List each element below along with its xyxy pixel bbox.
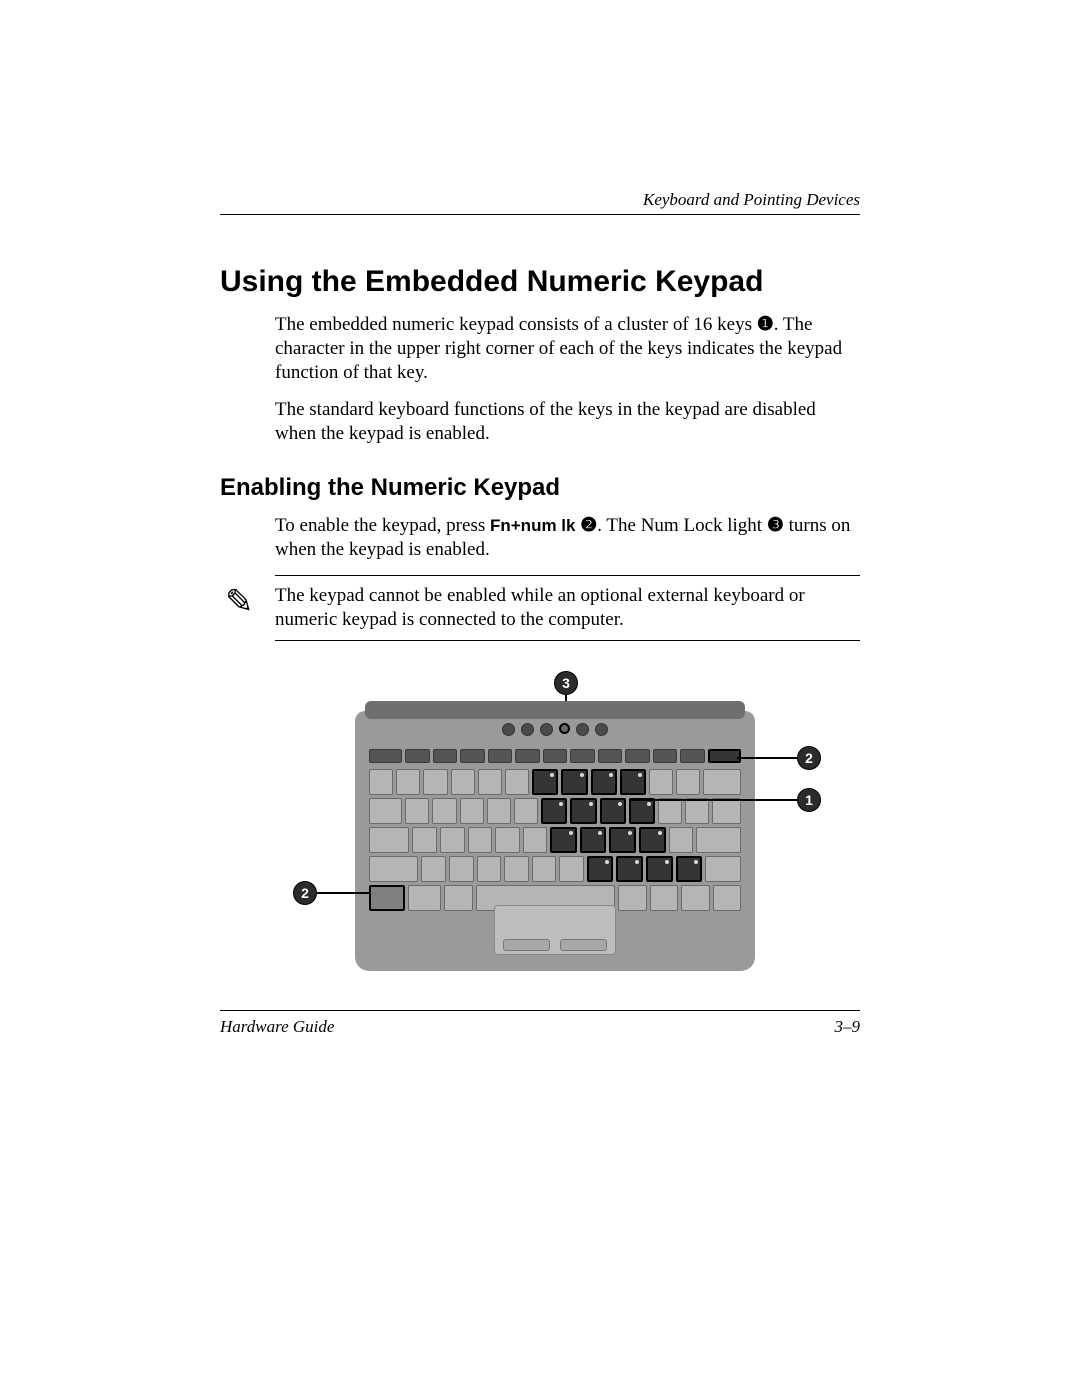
- note-icon: ✎: [225, 582, 254, 625]
- numlk-key: [708, 749, 741, 763]
- circled-2-icon: ❷: [580, 514, 597, 538]
- footer-guide: Hardware Guide: [220, 1017, 334, 1037]
- touchpad: [494, 905, 616, 955]
- section-para-1: The embedded numeric keypad consists of …: [275, 313, 860, 384]
- callout-2-right: 2: [797, 746, 821, 770]
- note-text: The keypad cannot be enabled while an op…: [275, 585, 805, 630]
- fn-key: [369, 885, 405, 911]
- chapter-title: Keyboard and Pointing Devices: [643, 190, 860, 209]
- subsection-heading: Enabling the Numeric Keypad: [220, 474, 860, 502]
- callout-line: [737, 757, 797, 759]
- running-header: Keyboard and Pointing Devices: [220, 190, 860, 215]
- callout-line: [315, 892, 369, 894]
- callout-line: [630, 799, 797, 801]
- note-block: ✎ The keypad cannot be enabled while an …: [275, 575, 860, 641]
- key-combo: Fn+num lk: [490, 516, 575, 535]
- footer-page: 3–9: [835, 1017, 861, 1037]
- callout-1: 1: [797, 788, 821, 812]
- page-footer: Hardware Guide 3–9: [220, 1010, 860, 1037]
- circled-1-icon: ❶: [757, 313, 774, 337]
- callout-3: 3: [554, 671, 578, 695]
- subsection-para: To enable the keypad, press Fn+num lk ❷.…: [275, 514, 860, 562]
- section-para-2: The standard keyboard functions of the k…: [275, 398, 860, 446]
- section-heading: Using the Embedded Numeric Keypad: [220, 265, 860, 299]
- callout-2-left: 2: [293, 881, 317, 905]
- laptop-illustration: [355, 711, 755, 971]
- keyboard-figure: 3: [275, 671, 835, 981]
- circled-3-icon: ❸: [767, 514, 784, 538]
